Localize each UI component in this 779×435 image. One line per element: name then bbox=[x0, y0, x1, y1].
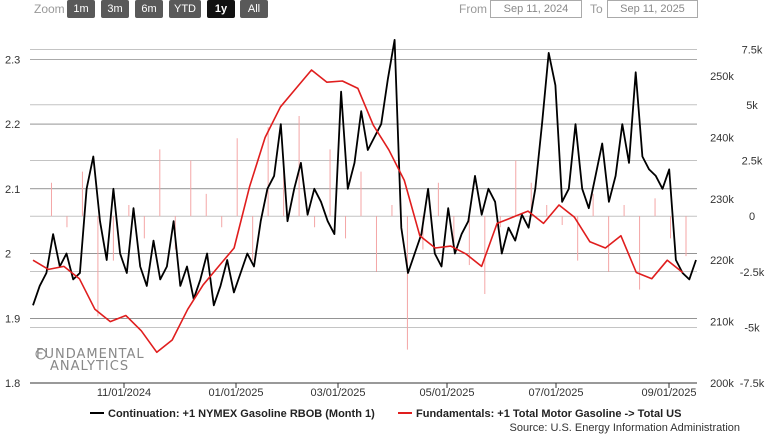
y-right-outer-tick-3: 0 bbox=[749, 211, 755, 223]
from-date-input[interactable]: Sep 11, 2024 bbox=[490, 0, 582, 18]
zoom-1m-button[interactable]: 1m bbox=[67, 0, 95, 18]
y-left-tick-2: 2 bbox=[5, 249, 11, 261]
zoom-1y-button[interactable]: 1y bbox=[207, 0, 235, 18]
legend: Continuation: +1 NYMEX Gasoline RBOB (Mo… bbox=[90, 408, 681, 420]
x-tick-4: 07/01/2025 bbox=[528, 387, 583, 399]
x-tick-3: 05/01/2025 bbox=[419, 387, 474, 399]
to-date-input[interactable]: Sep 11, 2025 bbox=[607, 0, 698, 18]
change-bars bbox=[50, 116, 687, 350]
fundamentals-line bbox=[32, 69, 684, 354]
y-right-outer-tick-1: -5k bbox=[744, 322, 760, 334]
y-right-inner-tick-4: 240k bbox=[710, 132, 734, 144]
source-note: Source: U.S. Energy Information Administ… bbox=[510, 422, 741, 434]
x-tick-2: 03/01/2025 bbox=[310, 387, 365, 399]
y-right-outer-tick-0: -7.5k bbox=[740, 378, 765, 390]
range-toolbar: Zoom 1m 3m 6m YTD 1y All From Sep 11, 20… bbox=[0, 0, 779, 20]
zoom-all-button[interactable]: All bbox=[240, 0, 268, 18]
legend-fundamentals[interactable]: Fundamentals: +1 Total Motor Gasoline ->… bbox=[416, 408, 681, 420]
y-right-inner-tick-3: 230k bbox=[710, 194, 734, 206]
y-left-tick-0: 1.8 bbox=[5, 378, 20, 390]
watermark-line-1: FUNDAMENTAL bbox=[36, 347, 145, 362]
grid-lines bbox=[30, 48, 697, 384]
y-right-outer-tick-5: 5k bbox=[746, 100, 758, 112]
zoom-6m-button[interactable]: 6m bbox=[135, 0, 163, 18]
from-label: From bbox=[459, 2, 487, 16]
y-right-inner-tick-2: 220k bbox=[710, 255, 734, 267]
y-left-tick-1: 1.9 bbox=[5, 313, 20, 325]
y-left-tick-5: 2.3 bbox=[5, 54, 20, 66]
y-left-tick-3: 2.1 bbox=[5, 184, 20, 196]
x-tick-0: 11/01/2024 bbox=[97, 387, 151, 399]
watermark: FUNDAMENTAL ANALYTICS bbox=[35, 347, 145, 374]
zoom-label: Zoom bbox=[34, 2, 65, 16]
y-right-inner-tick-1: 210k bbox=[710, 317, 734, 329]
to-label: To bbox=[590, 2, 603, 16]
zoom-3m-button[interactable]: 3m bbox=[101, 0, 129, 18]
zoom-ytd-button[interactable]: YTD bbox=[169, 0, 201, 18]
x-tick-1: 01/01/2025 bbox=[208, 387, 263, 399]
legend-continuation[interactable]: Continuation: +1 NYMEX Gasoline RBOB (Mo… bbox=[108, 408, 375, 420]
y-right-outer-tick-6: 7.5k bbox=[742, 44, 763, 56]
axes: 1.8 1.9 2 2.1 2.2 2.3 -7.5k -5k -2.5k 0 2.5k 5k 7.5k… bbox=[5, 44, 765, 399]
y-right-inner-tick-5: 250k bbox=[710, 71, 734, 83]
continuation-line bbox=[32, 39, 697, 307]
x-tick-5: 09/01/2025 bbox=[641, 387, 696, 399]
y-right-outer-tick-2: -2.5k bbox=[740, 267, 765, 279]
y-left-tick-4: 2.2 bbox=[5, 119, 20, 131]
series-lines bbox=[32, 39, 697, 354]
y-right-inner-tick-0: 200k bbox=[710, 378, 734, 390]
y-right-outer-tick-4: 2.5k bbox=[742, 156, 763, 168]
watermark-line-2: ANALYTICS bbox=[50, 359, 129, 374]
